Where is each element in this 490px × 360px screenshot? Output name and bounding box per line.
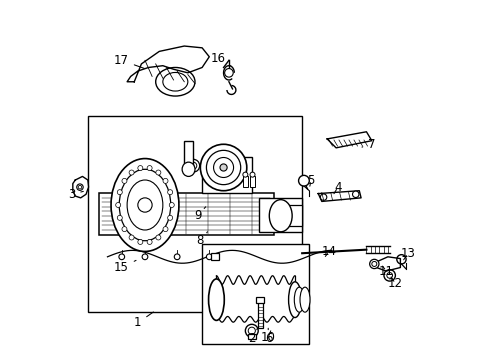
Circle shape bbox=[116, 203, 121, 207]
Ellipse shape bbox=[119, 169, 171, 241]
Circle shape bbox=[122, 226, 127, 231]
Bar bbox=[250, 176, 255, 187]
Text: 5: 5 bbox=[307, 174, 315, 186]
Bar bbox=[256, 297, 264, 303]
Bar bbox=[98, 193, 273, 235]
Circle shape bbox=[129, 235, 134, 240]
Ellipse shape bbox=[156, 67, 195, 96]
Circle shape bbox=[77, 184, 83, 190]
Text: 3: 3 bbox=[68, 188, 83, 201]
Bar bbox=[88, 116, 302, 312]
Circle shape bbox=[250, 172, 255, 177]
Circle shape bbox=[397, 255, 406, 264]
Text: 7: 7 bbox=[362, 138, 376, 151]
Circle shape bbox=[138, 166, 143, 171]
Circle shape bbox=[224, 68, 233, 77]
Circle shape bbox=[320, 194, 327, 201]
Circle shape bbox=[243, 172, 248, 177]
Circle shape bbox=[372, 261, 377, 266]
Circle shape bbox=[147, 239, 152, 244]
Ellipse shape bbox=[214, 157, 234, 177]
Ellipse shape bbox=[111, 158, 179, 251]
Circle shape bbox=[168, 190, 172, 195]
Text: 14: 14 bbox=[322, 245, 337, 258]
Bar bbox=[288, 205, 302, 226]
Circle shape bbox=[142, 254, 148, 260]
Circle shape bbox=[352, 191, 359, 198]
Circle shape bbox=[369, 259, 379, 269]
Circle shape bbox=[138, 198, 152, 212]
Circle shape bbox=[220, 164, 227, 171]
Circle shape bbox=[163, 179, 168, 183]
Text: 16: 16 bbox=[210, 52, 231, 66]
Circle shape bbox=[78, 185, 82, 189]
Circle shape bbox=[206, 254, 212, 260]
Circle shape bbox=[122, 179, 127, 183]
Circle shape bbox=[187, 159, 199, 172]
Circle shape bbox=[117, 190, 122, 195]
Polygon shape bbox=[318, 191, 361, 202]
Ellipse shape bbox=[206, 150, 241, 185]
Ellipse shape bbox=[289, 282, 301, 318]
Circle shape bbox=[119, 254, 124, 260]
Bar bbox=[202, 244, 309, 344]
Text: 4: 4 bbox=[334, 181, 342, 194]
Circle shape bbox=[168, 215, 172, 220]
Circle shape bbox=[245, 324, 258, 337]
Bar bbox=[258, 301, 263, 328]
Circle shape bbox=[248, 327, 255, 334]
Text: 1: 1 bbox=[134, 312, 153, 329]
Text: 10: 10 bbox=[261, 331, 276, 344]
Text: 15: 15 bbox=[114, 260, 136, 274]
Ellipse shape bbox=[209, 279, 224, 320]
Text: 12: 12 bbox=[388, 277, 403, 290]
Ellipse shape bbox=[294, 287, 304, 312]
Circle shape bbox=[163, 226, 168, 231]
Polygon shape bbox=[327, 132, 372, 148]
Circle shape bbox=[384, 270, 395, 281]
Bar bbox=[211, 253, 219, 260]
Ellipse shape bbox=[270, 200, 292, 232]
Ellipse shape bbox=[182, 162, 195, 176]
Circle shape bbox=[190, 162, 197, 169]
Text: 17: 17 bbox=[114, 54, 144, 68]
Circle shape bbox=[298, 175, 309, 186]
Bar bbox=[248, 334, 256, 339]
Circle shape bbox=[169, 203, 174, 207]
Circle shape bbox=[147, 166, 152, 171]
Text: 6: 6 bbox=[265, 328, 272, 346]
Text: 11: 11 bbox=[379, 265, 394, 278]
Ellipse shape bbox=[127, 180, 163, 230]
Polygon shape bbox=[372, 257, 400, 271]
Ellipse shape bbox=[163, 72, 188, 91]
Circle shape bbox=[156, 170, 161, 175]
Polygon shape bbox=[73, 176, 89, 198]
Circle shape bbox=[138, 239, 143, 244]
Bar bbox=[202, 157, 252, 193]
Circle shape bbox=[156, 235, 161, 240]
Ellipse shape bbox=[300, 287, 310, 312]
Text: 13: 13 bbox=[400, 247, 415, 260]
Bar bbox=[184, 141, 193, 169]
Text: 9: 9 bbox=[194, 207, 206, 222]
Ellipse shape bbox=[200, 144, 247, 191]
Text: 8: 8 bbox=[196, 232, 207, 247]
Circle shape bbox=[117, 215, 122, 220]
Bar bbox=[259, 198, 302, 232]
Bar bbox=[243, 176, 247, 187]
Circle shape bbox=[387, 273, 392, 278]
Circle shape bbox=[174, 254, 180, 260]
Text: 2: 2 bbox=[248, 328, 258, 346]
Circle shape bbox=[129, 170, 134, 175]
Polygon shape bbox=[127, 46, 209, 82]
